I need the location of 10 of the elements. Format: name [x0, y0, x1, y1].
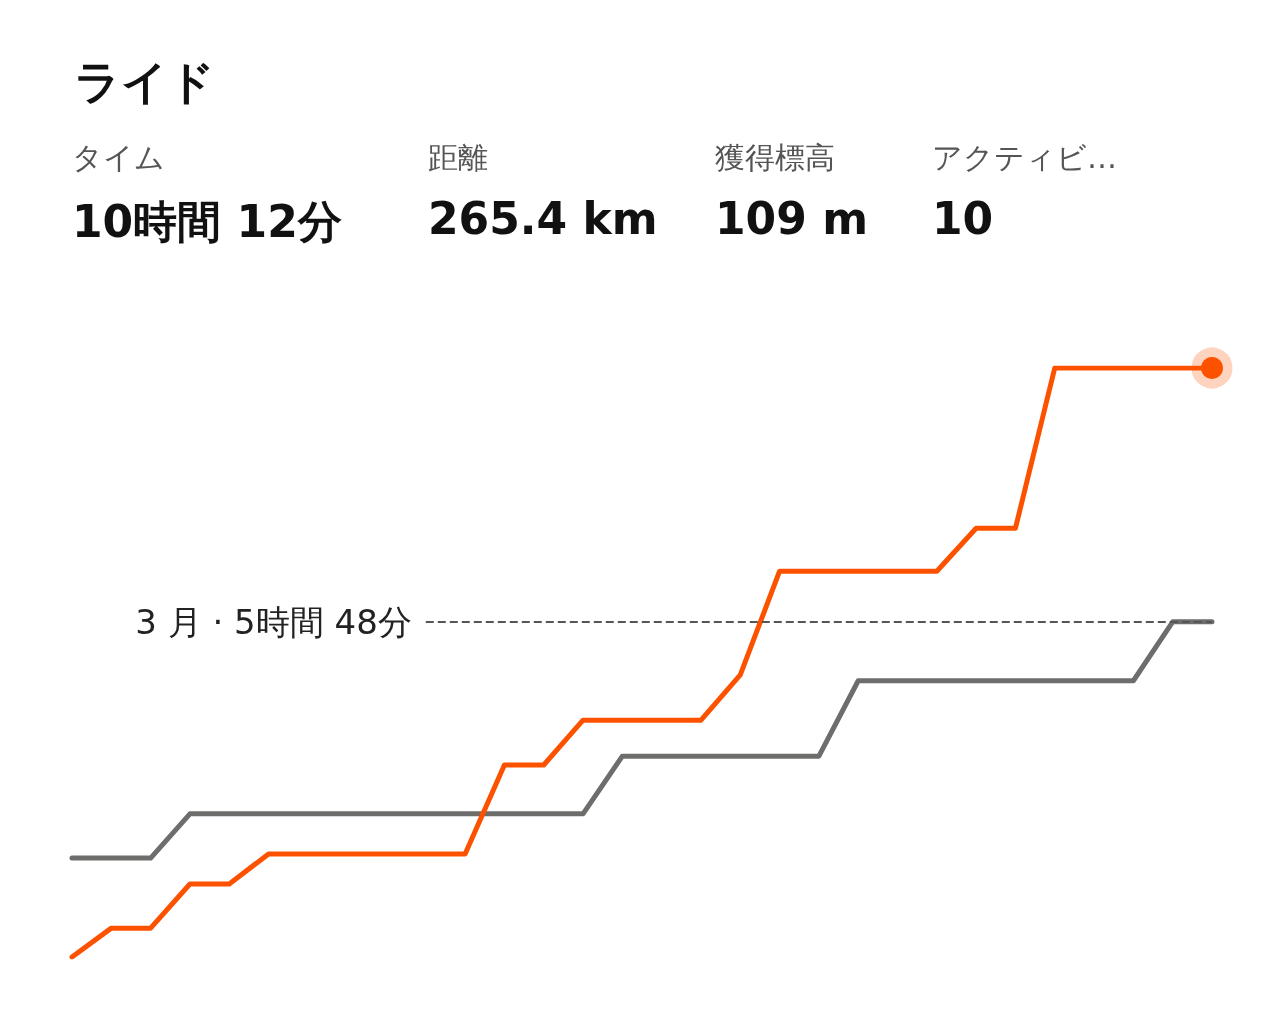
- text: 10: [932, 193, 995, 244]
- text: 距離: [428, 139, 489, 177]
- text: 10時間 12分: [72, 195, 342, 249]
- text: アクティビ…: [932, 139, 1117, 177]
- text: 109 m: [715, 193, 869, 244]
- text: 265.4 km: [428, 193, 658, 244]
- text: タイム: [72, 139, 166, 177]
- text: 獲得標高: [715, 139, 836, 177]
- ref-line-label: 3 月 · 5時間 48分: [135, 601, 412, 642]
- chart-title: ライド: [74, 54, 215, 111]
